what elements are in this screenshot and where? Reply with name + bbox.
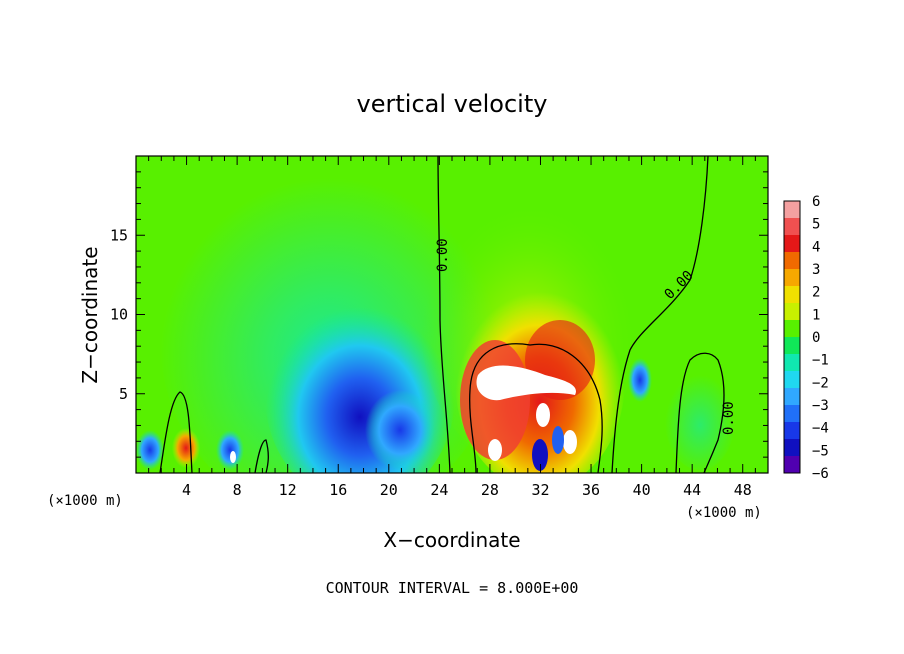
colorbar-tick-label: 2	[812, 285, 820, 301]
x-axis: 4 8 12 16 20 24 28 32 36 40 44 48	[148, 156, 756, 499]
x-tick-label: 48	[734, 481, 752, 499]
contour-low-left	[159, 391, 193, 473]
y-axis-label: Z−coordinate	[78, 246, 102, 383]
contour-low-mid	[254, 439, 269, 473]
x-tick-label: 24	[430, 481, 448, 499]
x-tick-label: 12	[279, 481, 297, 499]
colorbar-swatch	[784, 218, 800, 236]
contour-interval-note: CONTOUR INTERVAL = 8.000E+00	[326, 579, 579, 597]
x-tick-label: 20	[380, 481, 398, 499]
x-tick-label: 36	[582, 481, 600, 499]
y-tick-label: 10	[110, 306, 128, 324]
x-tick-label: 16	[329, 481, 347, 499]
colorbar-tick-label: −3	[812, 398, 829, 414]
colorbar-swatch	[784, 269, 800, 287]
heatmap-field	[136, 156, 768, 473]
colorbar-swatch	[784, 337, 800, 355]
colorbar-tick-label: −5	[812, 443, 829, 459]
colorbar-tick-label: −2	[812, 375, 829, 391]
colorbar-swatch	[784, 422, 800, 440]
y-tick-label: 15	[110, 226, 128, 244]
colorbar-frame	[783, 200, 801, 474]
colorbar-tick-label: 0	[812, 330, 820, 346]
colorbar-tick-label: 6	[812, 194, 820, 210]
x-unit-label-left: (×1000 m)	[47, 493, 123, 509]
colorbar-swatch	[784, 252, 800, 270]
chart-title: vertical velocity	[357, 90, 548, 118]
colorbar-swatch	[784, 371, 800, 389]
colorbar-tick-label: 4	[812, 239, 820, 255]
colorbar-tick-label: 1	[812, 307, 820, 323]
x-tick-label: 32	[531, 481, 549, 499]
x-tick-label: 40	[633, 481, 651, 499]
colorbar-swatch	[784, 303, 800, 321]
contour-lines	[159, 156, 725, 473]
contour-zero-center	[437, 156, 451, 473]
colorbar-tick-label: −6	[812, 466, 829, 482]
contour-label: 0.00	[435, 238, 451, 272]
colorbar-swatch	[784, 354, 800, 372]
colorbar-tick-label: 5	[812, 217, 820, 233]
x-tick-label: 4	[182, 481, 191, 499]
contour-label: 0.00	[721, 401, 737, 435]
colorbar: 6 5 4 3 2 1 0 −1 −2 −3 −4 −5 −6	[783, 194, 829, 482]
y-tick-label: 5	[119, 385, 128, 403]
x-axis-label: X−coordinate	[383, 528, 520, 552]
x-tick-label: 44	[683, 481, 701, 499]
colorbar-tick-label: −1	[812, 353, 829, 369]
colorbar-swatch	[784, 439, 800, 457]
colorbar-tick-label: −4	[812, 421, 829, 437]
y-axis: 5 10 15	[110, 171, 768, 458]
x-unit-label-right: (×1000 m)	[686, 505, 762, 521]
x-tick-label: 28	[481, 481, 499, 499]
contour-updraft-outline	[469, 343, 603, 473]
contour-zero-right	[611, 156, 709, 473]
colorbar-tick-label: 3	[812, 262, 820, 278]
colorbar-swatch	[784, 201, 800, 219]
colorbar-swatch	[784, 456, 800, 474]
colorbar-swatch	[784, 405, 800, 423]
colorbar-swatch	[784, 388, 800, 406]
colorbar-swatch	[784, 235, 800, 253]
colorbar-swatch	[784, 320, 800, 338]
contour-zero-right-lobe	[675, 352, 725, 473]
x-tick-label: 8	[233, 481, 242, 499]
colorbar-swatch	[784, 286, 800, 304]
